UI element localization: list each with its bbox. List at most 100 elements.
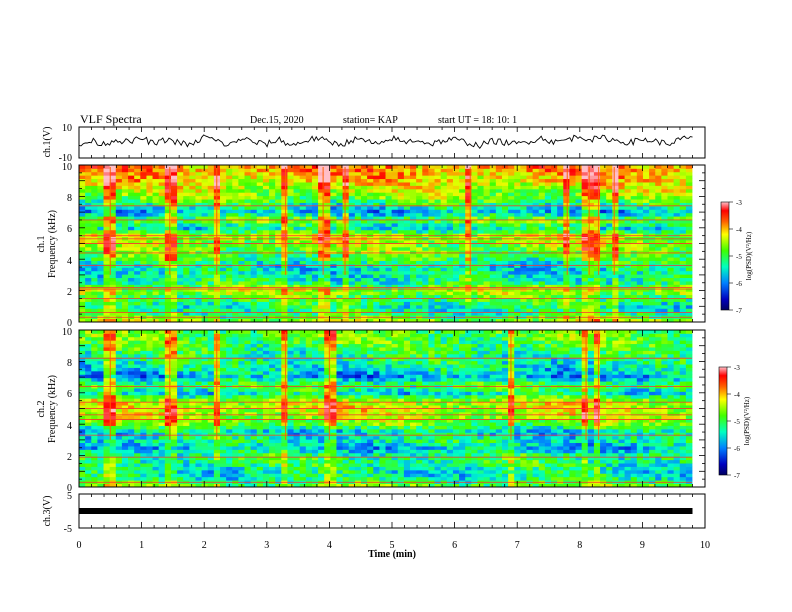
spectrogram-cell <box>520 188 527 193</box>
spectrogram-cell <box>121 165 129 169</box>
spectrogram-cell <box>177 175 184 180</box>
spectrogram-cell <box>520 182 527 186</box>
spectrogram-cell <box>115 318 123 323</box>
spectrogram-cell <box>262 171 270 176</box>
spectrogram-cell <box>446 253 454 258</box>
spectrogram-cell <box>410 250 417 255</box>
spectrogram-cell <box>587 202 595 207</box>
spectrogram-cell <box>232 233 239 238</box>
spectrogram-cell <box>667 171 675 176</box>
spectrogram-cell <box>471 188 478 193</box>
spectrogram-cell <box>97 270 104 275</box>
ch1-spectrogram-ticks <box>78 164 706 323</box>
spectrogram-cell <box>177 229 184 234</box>
spectrogram-cell <box>655 284 662 289</box>
spectrogram-cell <box>134 195 141 200</box>
spectrogram-cell <box>544 226 552 231</box>
spectrogram-cell <box>416 171 423 176</box>
spectrogram-cell <box>238 185 245 190</box>
spectrogram-cell <box>299 277 307 282</box>
spectrogram-cell <box>146 294 153 299</box>
spectrogram-cell <box>219 178 227 183</box>
spectrogram-cell <box>219 311 227 316</box>
spectrogram-cell <box>226 253 233 258</box>
spectrogram-cell <box>79 185 86 190</box>
spectrogram-cell <box>403 233 411 238</box>
spectrogram-cell <box>109 240 117 244</box>
spectrogram-cell <box>655 301 662 306</box>
spectrogram-cell <box>238 294 245 299</box>
spectrogram-cell <box>238 281 245 285</box>
spectrogram-cell <box>422 260 429 265</box>
spectrogram-cell <box>410 243 417 248</box>
spectrogram-cell <box>354 277 362 282</box>
spectrogram-cell <box>226 277 233 282</box>
spectrogram-cell <box>391 205 399 210</box>
spectrogram-cell <box>667 483 675 488</box>
spectrogram-cell <box>618 226 625 231</box>
spectrogram-cell <box>422 182 429 186</box>
spectrogram-cell <box>373 185 380 190</box>
spectrogram-cell <box>397 233 405 238</box>
spectrogram-cell <box>360 274 368 279</box>
spectrogram-cell <box>79 318 86 323</box>
spectrogram-cell <box>330 165 337 169</box>
spectrogram-cell <box>434 223 442 227</box>
spectrogram-cell <box>661 226 668 231</box>
spectrogram-cell <box>397 298 405 302</box>
spectrogram-cell <box>121 291 129 296</box>
spectrogram-cell <box>569 253 576 258</box>
spectrogram-cell <box>501 168 509 173</box>
spectrogram-cell <box>152 260 160 265</box>
spectrogram-cell <box>226 199 233 203</box>
ch1-colorbar: -3 -4 -5 -6 -7 log(PSD)(V²/Hz) <box>720 199 753 315</box>
spectrogram-cell <box>103 195 111 200</box>
spectrogram-cell <box>170 277 178 282</box>
spectrogram-cell <box>606 233 613 238</box>
spectrogram-cell <box>636 209 644 214</box>
spectrogram-cell <box>262 233 270 238</box>
spectrogram-cell <box>360 240 368 244</box>
spectrogram-cell <box>489 298 497 302</box>
spectrogram-cell <box>299 216 307 221</box>
spectrogram-cell <box>422 199 429 203</box>
spectrogram-cell <box>587 318 595 323</box>
spectrogram-cell <box>152 229 160 234</box>
spectrogram-cell <box>532 294 540 299</box>
spectrogram-cell <box>465 308 472 313</box>
spectrogram-cell <box>324 182 331 186</box>
spectrogram-cell <box>336 483 343 488</box>
spectrogram-cell <box>557 223 564 227</box>
spectrogram-cell <box>115 223 123 227</box>
spectrogram-cell <box>612 171 619 176</box>
spectrogram-cell <box>642 304 650 309</box>
spectrogram-cell <box>655 168 662 173</box>
spectrogram-cell <box>618 281 625 285</box>
spectrogram-cell <box>655 223 662 227</box>
spectrogram-cell <box>232 284 239 289</box>
spectrogram-cell <box>183 178 190 183</box>
spectrogram-cell <box>514 294 521 299</box>
spectrogram-cell <box>256 301 264 306</box>
spectrogram-cell <box>679 253 687 258</box>
spectrogram-cell <box>281 175 288 180</box>
spectrogram-cell <box>373 243 380 248</box>
spectrogram-cell <box>452 216 460 221</box>
spectrogram-cell <box>606 301 613 306</box>
spectrogram-cell <box>91 270 98 275</box>
spectrogram-cell <box>91 243 98 248</box>
spectrogram-cell <box>446 223 454 227</box>
spectrogram-cell <box>501 483 509 488</box>
spectrogram-cell <box>164 223 172 227</box>
spectrogram-cell <box>330 298 337 302</box>
spectrogram-cell <box>624 301 632 306</box>
spectrogram-cell <box>183 304 190 309</box>
spectrogram-cell <box>146 219 153 224</box>
spectrogram-cell <box>287 270 294 275</box>
spectrogram-cell <box>612 287 619 292</box>
spectrogram-cell <box>262 195 270 200</box>
spectrogram-cell <box>115 253 123 258</box>
spectrogram-cell <box>79 226 86 231</box>
spectrogram-cell <box>434 287 442 292</box>
spectrogram-cell <box>158 246 166 251</box>
